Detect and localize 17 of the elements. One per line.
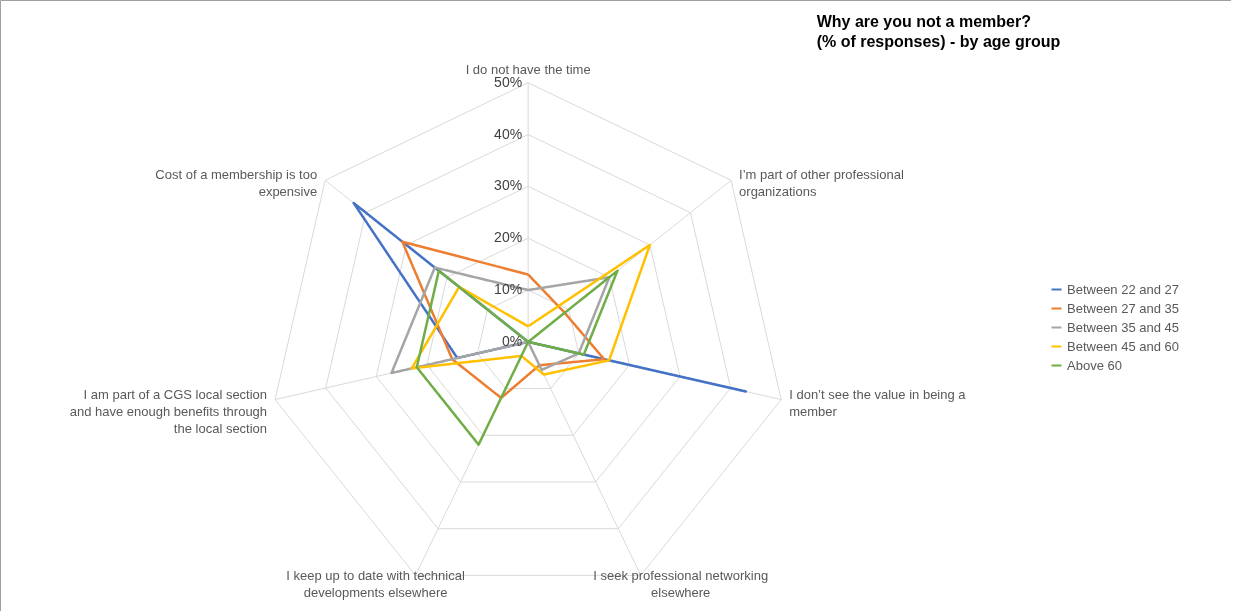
legend-label: Between 45 and 60: [1067, 338, 1180, 354]
y-tick-label: 20%: [494, 229, 523, 246]
y-tick-label: 10%: [494, 281, 523, 298]
legend-label: Above 60: [1067, 357, 1122, 373]
spoke-label: Cost of a membership is too expensive: [155, 167, 318, 200]
chart-title: Why are you not a member? (% of responses) - by age group: [816, 12, 1061, 50]
spoke-label: I keep up to date with technical developments elsewhere: [286, 568, 465, 601]
spoke-label: I don’t see the value in being a member: [789, 386, 967, 419]
y-tick-label: 40%: [494, 125, 523, 142]
spoke-label: I’m part of other professional organizations: [739, 167, 904, 200]
legend-label: Between 35 and 45: [1067, 319, 1180, 335]
legend-label: Between 22 and 27: [1067, 281, 1180, 297]
spoke-label: I seek professional networking elsewhere: [593, 568, 769, 601]
legend-label: Between 27 and 35: [1067, 300, 1180, 316]
spoke-label: I am part of a CGS local section and have enough benefits through the local section: [69, 386, 268, 436]
y-tick-label: 0%: [501, 332, 523, 349]
y-tick-label: 30%: [494, 177, 523, 194]
